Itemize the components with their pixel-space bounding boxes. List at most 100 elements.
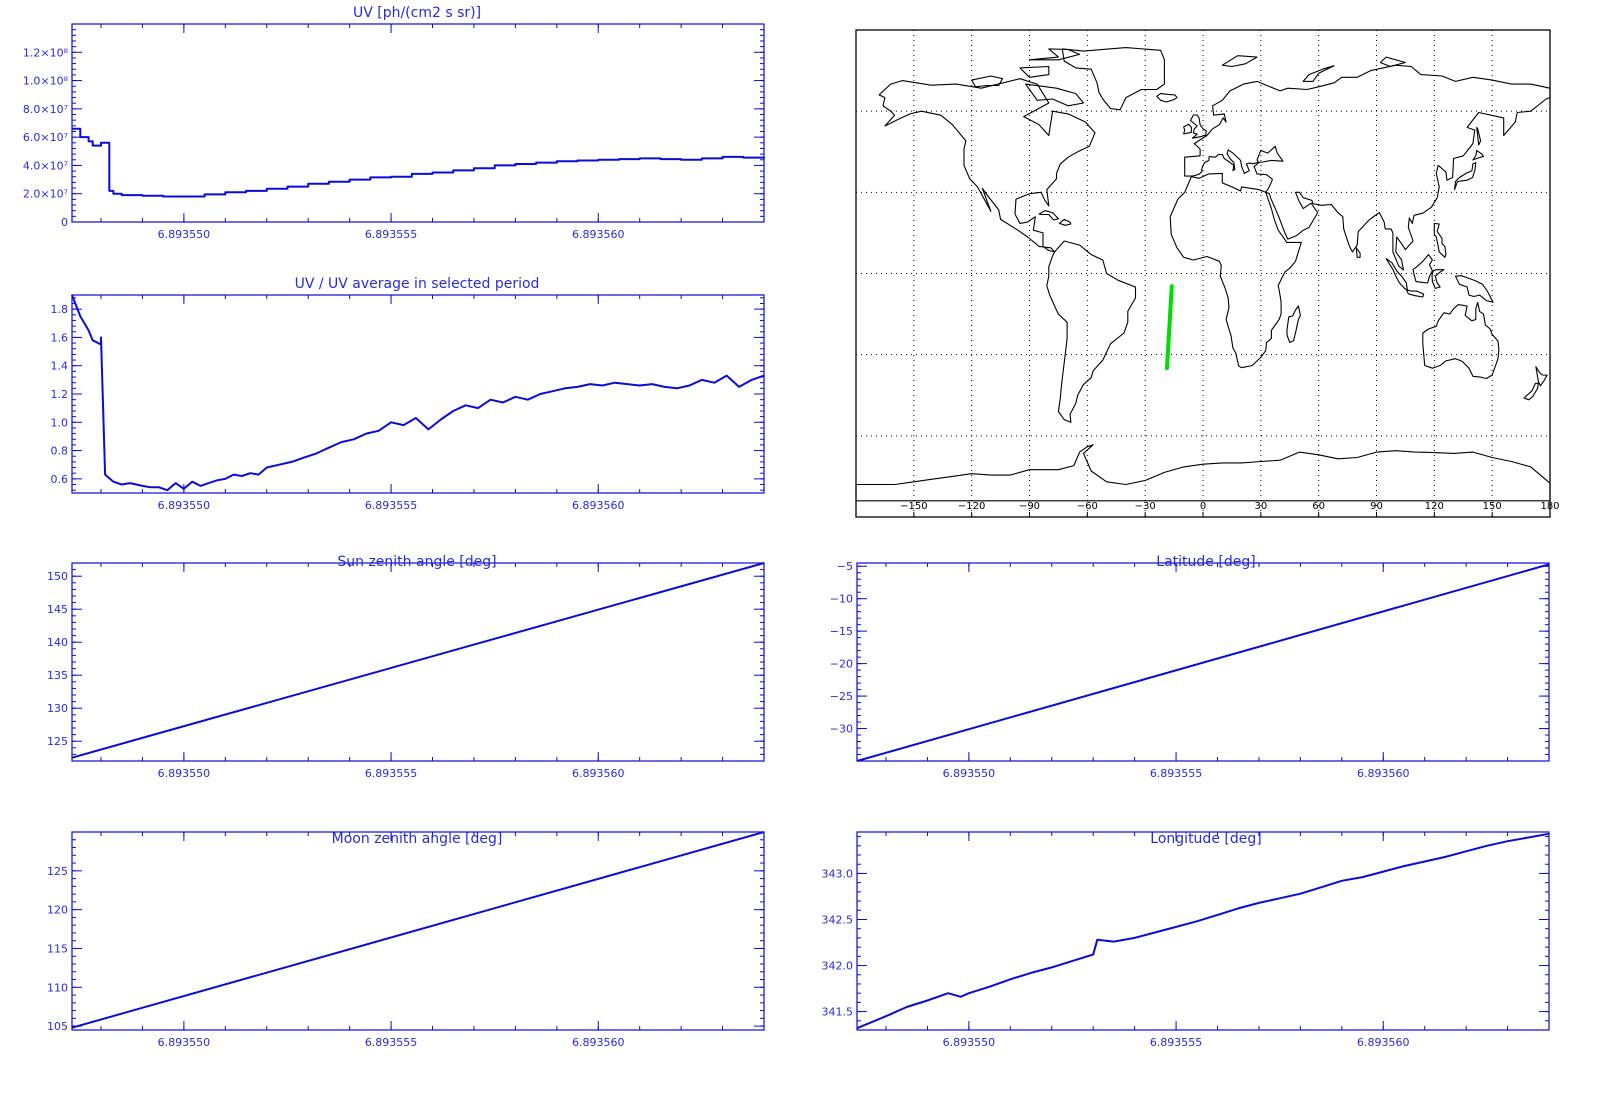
y-tick-label: 341.5 — [822, 1006, 854, 1019]
y-tick-label: 0 — [61, 216, 68, 229]
coastline — [1355, 247, 1361, 258]
y-tick-label: −10 — [830, 593, 853, 606]
map-x-tick-label: 60 — [1312, 501, 1325, 512]
x-tick-label: 6.893550 — [943, 767, 996, 780]
y-tick-label: 1.2×10⁸ — [23, 46, 69, 59]
y-tick-label: 130 — [47, 702, 68, 715]
coastline — [1061, 47, 1165, 111]
y-tick-label: 0.8 — [51, 445, 69, 458]
chart-title: UV / UV average in selected period — [295, 276, 540, 292]
series-line — [71, 831, 765, 1029]
y-tick-label: 125 — [47, 865, 68, 878]
map-x-tick-label: −150 — [900, 501, 927, 512]
y-tick-label: 6.0×10⁷ — [23, 131, 68, 144]
y-tick-label: 1.2 — [51, 388, 69, 401]
coastline — [1189, 114, 1207, 139]
y-tick-label: 140 — [47, 636, 68, 649]
world-map: −150 −120 −90 −60 −30 0 30 60 90 120 150 180 — [855, 29, 1560, 518]
coastline — [1183, 123, 1192, 135]
series-line — [856, 563, 1550, 762]
panel-latitude: 6.893550 6.893555 6.893560 −30 −25 −20 −15 −10 −… — [830, 554, 1550, 780]
y-tick-label: 125 — [47, 735, 68, 748]
y-tick-label: 4.0×10⁷ — [23, 159, 68, 172]
y-tick-label: 1.8 — [51, 303, 69, 316]
x-tick-label: 6.893560 — [1357, 1036, 1410, 1049]
panel-longitude: 6.893550 6.893555 6.893560 341.5 342.0 342.5 3… — [822, 831, 1550, 1049]
y-tick-label: −30 — [830, 723, 853, 736]
y-tick-label: 150 — [47, 570, 68, 583]
coastline — [1025, 83, 1085, 107]
coastline — [1169, 172, 1302, 369]
y-tick-label: 342.0 — [822, 960, 854, 973]
y-tick-label: 145 — [47, 603, 68, 616]
x-tick-label: 6.893555 — [1150, 767, 1203, 780]
y-tick-label: −5 — [837, 560, 853, 573]
coastline — [1156, 93, 1178, 103]
y-tick-label: 135 — [47, 669, 68, 682]
coastline — [878, 78, 1096, 253]
map-x-tick-label: 0 — [1200, 501, 1206, 512]
map-frame — [855, 29, 1551, 518]
coastline — [1535, 366, 1548, 387]
coastline — [971, 75, 1004, 88]
chart-title: Moon zenith angle [deg] — [332, 831, 503, 847]
x-tick-label: 6.893560 — [572, 499, 625, 512]
y-tick-label: 105 — [47, 1020, 68, 1033]
coastline — [1472, 149, 1485, 161]
chart-title: UV [ph/(cm2 s sr)] — [353, 5, 481, 21]
series-line — [71, 294, 765, 492]
y-tick-label: −15 — [830, 625, 853, 638]
coastline — [1431, 269, 1445, 289]
map-x-tick-label: 120 — [1425, 501, 1444, 512]
y-tick-label: 110 — [47, 981, 68, 994]
plot-frame — [856, 562, 1550, 762]
x-tick-label: 6.893560 — [1357, 767, 1410, 780]
coastline — [1433, 222, 1447, 258]
coastline — [1405, 289, 1425, 298]
x-tick-label: 6.893555 — [365, 228, 418, 241]
x-tick-label: 6.893560 — [572, 228, 625, 241]
y-tick-label: 1.4 — [51, 360, 69, 373]
chart-title: Latitude [deg] — [1156, 554, 1255, 570]
coastline — [1286, 305, 1301, 344]
coastline — [1038, 210, 1059, 221]
plot-frame — [71, 23, 765, 223]
y-tick-label: 1.6 — [51, 331, 69, 344]
y-tick-label: 8.0×10⁷ — [23, 103, 68, 116]
coastline — [855, 444, 1551, 502]
x-tick-label: 6.893550 — [158, 499, 211, 512]
x-tick-label: 6.893550 — [158, 228, 211, 241]
x-tick-label: 6.893555 — [365, 767, 418, 780]
coastline — [1058, 218, 1072, 226]
x-tick-label: 6.893550 — [158, 767, 211, 780]
x-tick-label: 6.893550 — [943, 1036, 996, 1049]
plot-frame — [71, 831, 765, 1031]
map-x-tick-label: 180 — [1540, 501, 1559, 512]
chart-title: Sun zenith angle [deg] — [337, 554, 496, 570]
series-line — [72, 127, 765, 198]
y-tick-label: 115 — [47, 942, 68, 955]
coastline — [1523, 382, 1539, 401]
x-tick-label: 6.893560 — [572, 1036, 625, 1049]
panel-uv-ratio: 6.893550 6.893555 6.893560 0.6 0.8 1.0 1.2 1.4 1… — [51, 276, 765, 512]
coastline — [1476, 126, 1482, 146]
coastline — [1302, 65, 1335, 82]
x-tick-label: 6.893560 — [572, 767, 625, 780]
y-tick-label: 120 — [47, 904, 68, 917]
y-tick-label: −20 — [830, 658, 853, 671]
coastline — [1454, 162, 1477, 191]
coastline — [1221, 55, 1258, 68]
coastline — [1028, 48, 1081, 61]
x-tick-label: 6.893555 — [1150, 1036, 1203, 1049]
x-tick-label: 6.893555 — [365, 1036, 418, 1049]
coastline — [1019, 65, 1050, 78]
map-x-tick-label: −90 — [1019, 501, 1040, 512]
map-x-tick-label: 150 — [1483, 501, 1502, 512]
y-tick-label: 343.0 — [822, 867, 854, 880]
map-x-tick-label: −30 — [1135, 501, 1156, 512]
satellite-track — [1164, 284, 1174, 371]
y-tick-label: 342.5 — [822, 913, 854, 926]
y-tick-label: 1.0×10⁸ — [23, 75, 69, 88]
panel-uv: 6.893550 6.893555 6.893560 0 2.0×10⁷ 4.0×10⁷ 6… — [23, 5, 765, 241]
